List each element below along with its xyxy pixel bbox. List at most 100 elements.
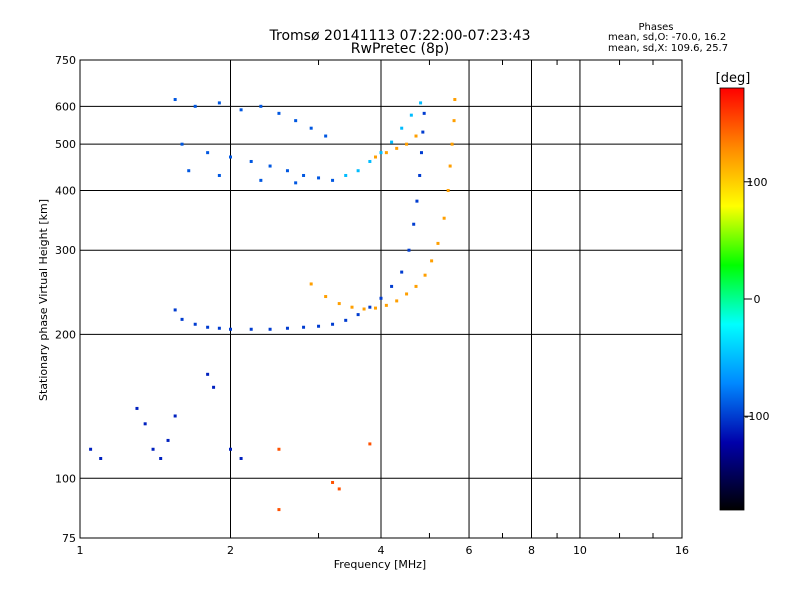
data-point bbox=[206, 151, 210, 155]
data-point bbox=[419, 151, 423, 155]
data-point bbox=[143, 422, 147, 426]
data-point bbox=[356, 169, 360, 173]
chart-subtitle: RwPretec (8p) bbox=[350, 41, 450, 57]
data-point bbox=[302, 325, 306, 329]
data-point bbox=[277, 447, 281, 451]
y-tick-label: 500 bbox=[55, 138, 76, 151]
data-point bbox=[212, 385, 216, 389]
x-tick-label: 6 bbox=[466, 544, 473, 557]
data-point bbox=[173, 414, 177, 418]
data-point bbox=[180, 142, 184, 146]
y-axis-label: Stationary phase Virtual Height [km] bbox=[37, 199, 50, 401]
data-point bbox=[268, 164, 272, 168]
data-point bbox=[409, 113, 413, 117]
data-point bbox=[350, 305, 354, 309]
data-point bbox=[337, 302, 341, 306]
data-point bbox=[331, 322, 335, 326]
data-point bbox=[135, 406, 139, 410]
y-tick-label: 300 bbox=[55, 244, 76, 257]
colorbar bbox=[719, 87, 745, 511]
data-point bbox=[285, 169, 289, 173]
data-point bbox=[405, 292, 409, 296]
grid-lines bbox=[80, 60, 682, 538]
data-point bbox=[379, 151, 383, 155]
data-point bbox=[448, 164, 452, 168]
y-tick-label: 750 bbox=[55, 54, 76, 67]
data-point bbox=[259, 104, 263, 108]
data-point bbox=[239, 456, 243, 460]
data-point bbox=[249, 159, 253, 163]
x-tick-label: 2 bbox=[227, 544, 234, 557]
data-point bbox=[415, 199, 419, 203]
data-point bbox=[390, 140, 394, 144]
data-point bbox=[400, 270, 404, 274]
data-point bbox=[331, 178, 335, 182]
y-axis-ticks: 75 100 200 300 400 500 600 750 bbox=[55, 54, 76, 545]
data-point bbox=[368, 305, 372, 309]
x-axis-ticks: 1 2 4 6 8 10 16 bbox=[77, 60, 689, 557]
data-point bbox=[89, 447, 93, 451]
data-point bbox=[423, 273, 427, 277]
data-point bbox=[229, 447, 232, 451]
data-point bbox=[362, 307, 366, 311]
data-point bbox=[368, 159, 372, 163]
data-point bbox=[206, 325, 210, 329]
data-point bbox=[450, 142, 454, 146]
data-point bbox=[374, 155, 378, 159]
phases-o-stats: mean, sd,O: -70.0, 16.2 bbox=[608, 32, 727, 43]
data-point bbox=[368, 442, 372, 446]
data-point bbox=[395, 146, 399, 150]
data-point bbox=[173, 308, 177, 312]
data-point bbox=[302, 173, 306, 177]
data-point bbox=[309, 126, 313, 130]
y-tick-label: 100 bbox=[55, 472, 76, 485]
data-point bbox=[187, 169, 191, 173]
data-point bbox=[217, 326, 221, 330]
data-point bbox=[180, 317, 184, 321]
data-point bbox=[446, 188, 450, 192]
data-point bbox=[277, 508, 281, 512]
data-point bbox=[384, 151, 388, 155]
colorbar-tick-label: 0 bbox=[754, 293, 761, 306]
colorbar-tick-label: 100 bbox=[747, 176, 768, 189]
data-point bbox=[239, 108, 243, 112]
plot-frame bbox=[79, 59, 683, 539]
data-point bbox=[317, 324, 321, 328]
data-point bbox=[356, 313, 360, 317]
data-point bbox=[418, 173, 422, 177]
data-point bbox=[421, 130, 425, 134]
data-points bbox=[89, 98, 457, 512]
data-point bbox=[229, 155, 232, 159]
data-point bbox=[294, 119, 298, 123]
data-point bbox=[277, 111, 281, 115]
data-point bbox=[442, 216, 446, 220]
data-point bbox=[193, 104, 197, 108]
x-tick-label: 1 bbox=[77, 544, 84, 557]
data-point bbox=[324, 295, 328, 299]
data-point bbox=[452, 119, 456, 123]
data-point bbox=[419, 101, 423, 105]
data-point bbox=[259, 178, 263, 182]
data-point bbox=[309, 282, 313, 286]
data-point bbox=[285, 326, 289, 330]
data-point bbox=[400, 126, 404, 130]
x-tick-label: 8 bbox=[528, 544, 535, 557]
data-point bbox=[390, 284, 394, 288]
data-point bbox=[217, 101, 221, 105]
x-axis-label: Frequency [MHz] bbox=[334, 558, 426, 571]
data-point bbox=[395, 299, 399, 303]
data-point bbox=[217, 173, 221, 177]
data-point bbox=[206, 372, 210, 376]
data-point bbox=[166, 438, 170, 442]
data-point bbox=[193, 322, 197, 326]
data-point bbox=[412, 222, 416, 226]
x-tick-label: 4 bbox=[378, 544, 385, 557]
data-point bbox=[430, 259, 434, 263]
data-point bbox=[379, 296, 383, 300]
colorbar-label: [deg] bbox=[716, 71, 751, 86]
data-point bbox=[436, 241, 440, 245]
data-point bbox=[344, 173, 348, 177]
data-point bbox=[317, 176, 321, 180]
data-point bbox=[229, 327, 232, 331]
